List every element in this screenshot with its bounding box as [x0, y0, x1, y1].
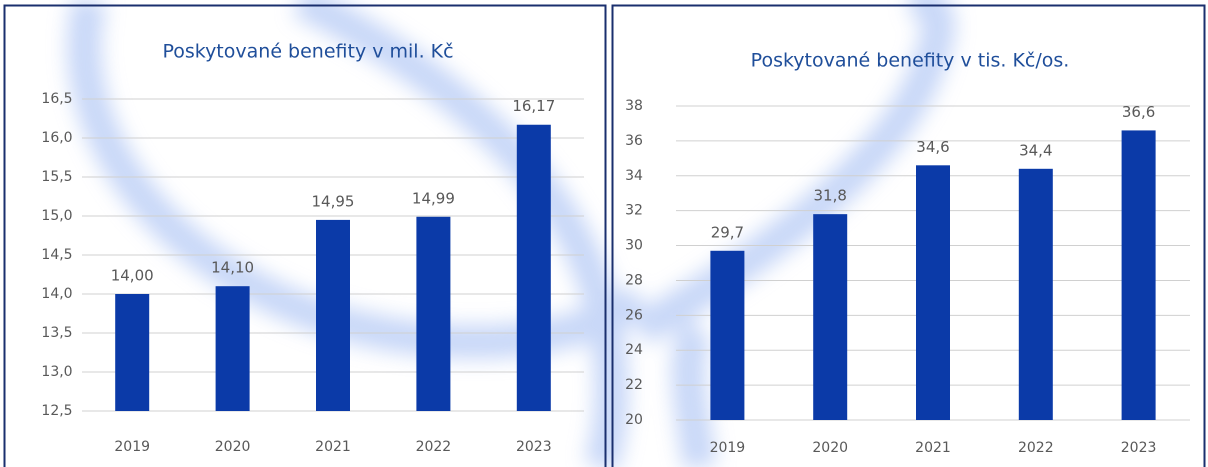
- value-label: 14,95: [312, 192, 355, 210]
- y-tick-label: 38: [625, 98, 643, 114]
- bar: [710, 251, 744, 420]
- value-label: 36,6: [1122, 103, 1155, 121]
- x-tick-label: 2019: [114, 439, 150, 455]
- value-label: 34,4: [1019, 141, 1052, 159]
- bar: [416, 217, 450, 411]
- bar: [916, 165, 950, 420]
- x-tick-label: 2023: [1121, 440, 1157, 456]
- x-tick-label: 2020: [215, 439, 251, 455]
- bar: [316, 220, 350, 411]
- x-tick-label: 2019: [710, 440, 746, 456]
- chart: Poskytované benefity v mil. Kč Poskytova…: [0, 0, 1208, 467]
- value-label: 14,00: [111, 267, 154, 285]
- value-label: 34,6: [916, 138, 949, 156]
- y-tick-label: 16,5: [41, 91, 72, 107]
- y-tick-label: 26: [625, 307, 643, 323]
- y-tick-label: 15,5: [41, 169, 72, 185]
- bar: [115, 294, 149, 411]
- y-tick-label: 15,0: [41, 208, 72, 224]
- value-label: 14,99: [412, 189, 455, 207]
- value-label: 14,10: [211, 259, 254, 277]
- bar: [1122, 130, 1156, 420]
- x-tick-label: 2021: [915, 440, 951, 456]
- value-label: 31,8: [813, 187, 846, 205]
- y-tick-label: 28: [625, 272, 643, 288]
- y-tick-label: 16,0: [41, 130, 72, 146]
- y-tick-label: 30: [625, 238, 643, 254]
- chart-title: Poskytované benefity v tis. Kč/os.: [751, 50, 1070, 72]
- y-tick-label: 34: [625, 168, 643, 184]
- y-tick-label: 14,5: [41, 247, 72, 263]
- y-tick-label: 36: [625, 133, 643, 149]
- y-tick-label: 22: [625, 377, 643, 393]
- x-tick-label: 2022: [1018, 440, 1054, 456]
- bar: [813, 214, 847, 420]
- y-tick-label: 32: [625, 203, 643, 219]
- x-tick-label: 2021: [315, 439, 351, 455]
- x-tick-label: 2020: [812, 440, 848, 456]
- value-label: 16,17: [512, 97, 555, 115]
- bar: [216, 286, 250, 411]
- y-tick-label: 24: [625, 342, 643, 358]
- page: {"chart_data": [ {"type": "bar", "title"…: [0, 0, 1208, 467]
- value-label: 29,7: [711, 223, 744, 241]
- y-tick-label: 13,5: [41, 325, 72, 341]
- y-tick-label: 12,5: [41, 403, 72, 419]
- y-tick-label: 13,0: [41, 364, 72, 380]
- y-tick-label: 14,0: [41, 286, 72, 302]
- chart-title: Poskytované benefity v mil. Kč: [162, 41, 453, 63]
- x-tick-label: 2023: [516, 439, 552, 455]
- y-tick-label: 20: [625, 412, 643, 428]
- bar: [517, 125, 551, 411]
- bar: [1019, 169, 1053, 420]
- x-tick-label: 2022: [416, 439, 452, 455]
